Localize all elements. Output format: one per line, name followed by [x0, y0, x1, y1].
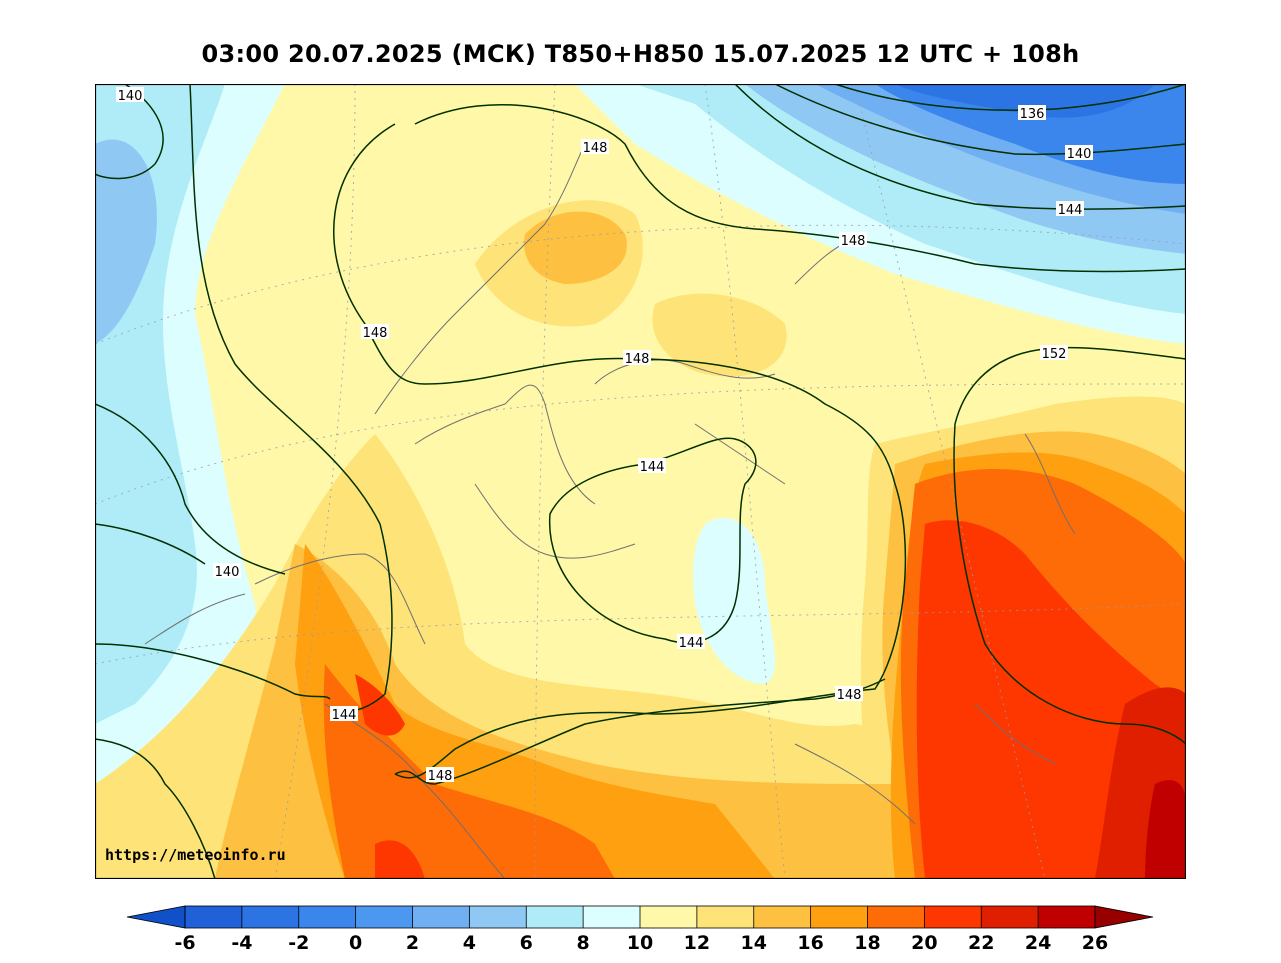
colorbar-swatch: [981, 906, 1039, 928]
colorbar-swatch: [298, 906, 356, 928]
graticule: [95, 84, 1186, 879]
contour-144-north: [734, 84, 1186, 210]
contour-label: 144: [679, 636, 704, 651]
cool-pocket-center: [693, 517, 776, 684]
colorbar-tick-label: 22: [968, 932, 994, 954]
contour-label: 144: [640, 460, 665, 475]
colorbar-swatches: [126, 905, 1154, 929]
contour-140-north: [774, 84, 1186, 156]
contour-140-west: [95, 403, 286, 575]
contour-148-southwest: [95, 738, 216, 879]
colorbar-under-arrow: [126, 905, 186, 929]
colorbar-swatch: [469, 906, 527, 928]
contour-148-loop: [333, 123, 907, 779]
contour-label: 148: [428, 769, 453, 784]
contour-148-south: [394, 678, 886, 785]
colorbar-ticks: -6 -4 -2 0 2 4 6 8 10 12 14 16 18 20 22 24 26: [174, 906, 1108, 954]
colorbar-swatch: [640, 906, 697, 928]
contour-label: 148: [837, 688, 862, 703]
colorbar-tick-label: 0: [349, 932, 362, 954]
colorbar-tick-label: -4: [231, 932, 252, 954]
contour-label: 148: [363, 326, 388, 341]
contour-144-west: [95, 84, 393, 713]
colorbar-swatch: [526, 906, 584, 928]
band-14-16-core: [524, 211, 627, 284]
colorbar-tick-label: 18: [854, 932, 880, 954]
colorbar-tick-label: 8: [577, 932, 590, 954]
band-14-16-finland: [652, 293, 787, 377]
colorbar-tick-label: 2: [406, 932, 419, 954]
contour-label: 144: [1058, 203, 1083, 218]
colorbar-swatch: [355, 906, 413, 928]
contour-label: 148: [841, 234, 866, 249]
contour-label: 144: [332, 708, 357, 723]
colorbar-tick-label: 4: [463, 932, 476, 954]
contour-label: 136: [1020, 107, 1045, 122]
band-26-east: [1145, 780, 1186, 879]
contour-140-nw: [95, 84, 164, 180]
colorbar-tick-label: 12: [684, 932, 710, 954]
contour-label: 152: [1042, 347, 1067, 362]
colorbar-swatch: [412, 906, 470, 928]
contour-labels: 140 136 140 144 148 148 148 148 152 144 …: [116, 87, 1093, 784]
colorbar-swatch: [924, 906, 982, 928]
colorbar-swatch: [1038, 906, 1095, 928]
colorbar-tick-label: 16: [797, 932, 823, 954]
source-watermark: https://meteoinfo.ru: [105, 846, 286, 864]
colorbar-tick-label: -2: [288, 932, 309, 954]
colorbar-tick-label: 26: [1082, 932, 1108, 954]
temperature-colorbar: -6 -4 -2 0 2 4 6 8 10 12 14 16 18 20 22 24 26: [126, 905, 1154, 954]
contour-148-north: [414, 104, 1186, 273]
contour-136: [834, 84, 1186, 111]
contour-label: 148: [583, 141, 608, 156]
colorbar-tick-label: -6: [174, 932, 195, 954]
contour-label: 140: [1067, 147, 1092, 162]
colorbar-tick-label: 10: [627, 932, 653, 954]
forecast-map: 140 136 140 144 148 148 148 148 152 144 …: [95, 84, 1186, 879]
colorbar-swatch: [810, 906, 868, 928]
cool-field-west-core: [95, 139, 157, 344]
band-22-24-italy: [375, 840, 425, 879]
map-frame: [95, 84, 1186, 879]
colorbar-swatch: [696, 906, 754, 928]
contour-label: 140: [215, 565, 240, 580]
colorbar-swatch: [583, 906, 640, 928]
colorbar-tick-label: 6: [520, 932, 533, 954]
colorbar-over-arrow: [1094, 905, 1154, 929]
colorbar-tick-label: 14: [741, 932, 767, 954]
cold-field-north-6: [855, 84, 1155, 118]
colorbar-swatch: [867, 906, 925, 928]
colorbar-tick-label: 20: [911, 932, 937, 954]
colorbar-tick-label: 24: [1025, 932, 1051, 954]
contour-label: 140: [118, 89, 143, 104]
map-title: 03:00 20.07.2025 (МСК) T850+H850 15.07.2…: [201, 40, 1080, 68]
band-22-24-south: [355, 674, 405, 736]
colorbar-swatch: [241, 906, 299, 928]
colorbar-swatch: [753, 906, 811, 928]
band-20-22-adriatic: [395, 784, 475, 879]
colorbar-swatch: [185, 906, 242, 928]
contour-label: 148: [625, 352, 650, 367]
